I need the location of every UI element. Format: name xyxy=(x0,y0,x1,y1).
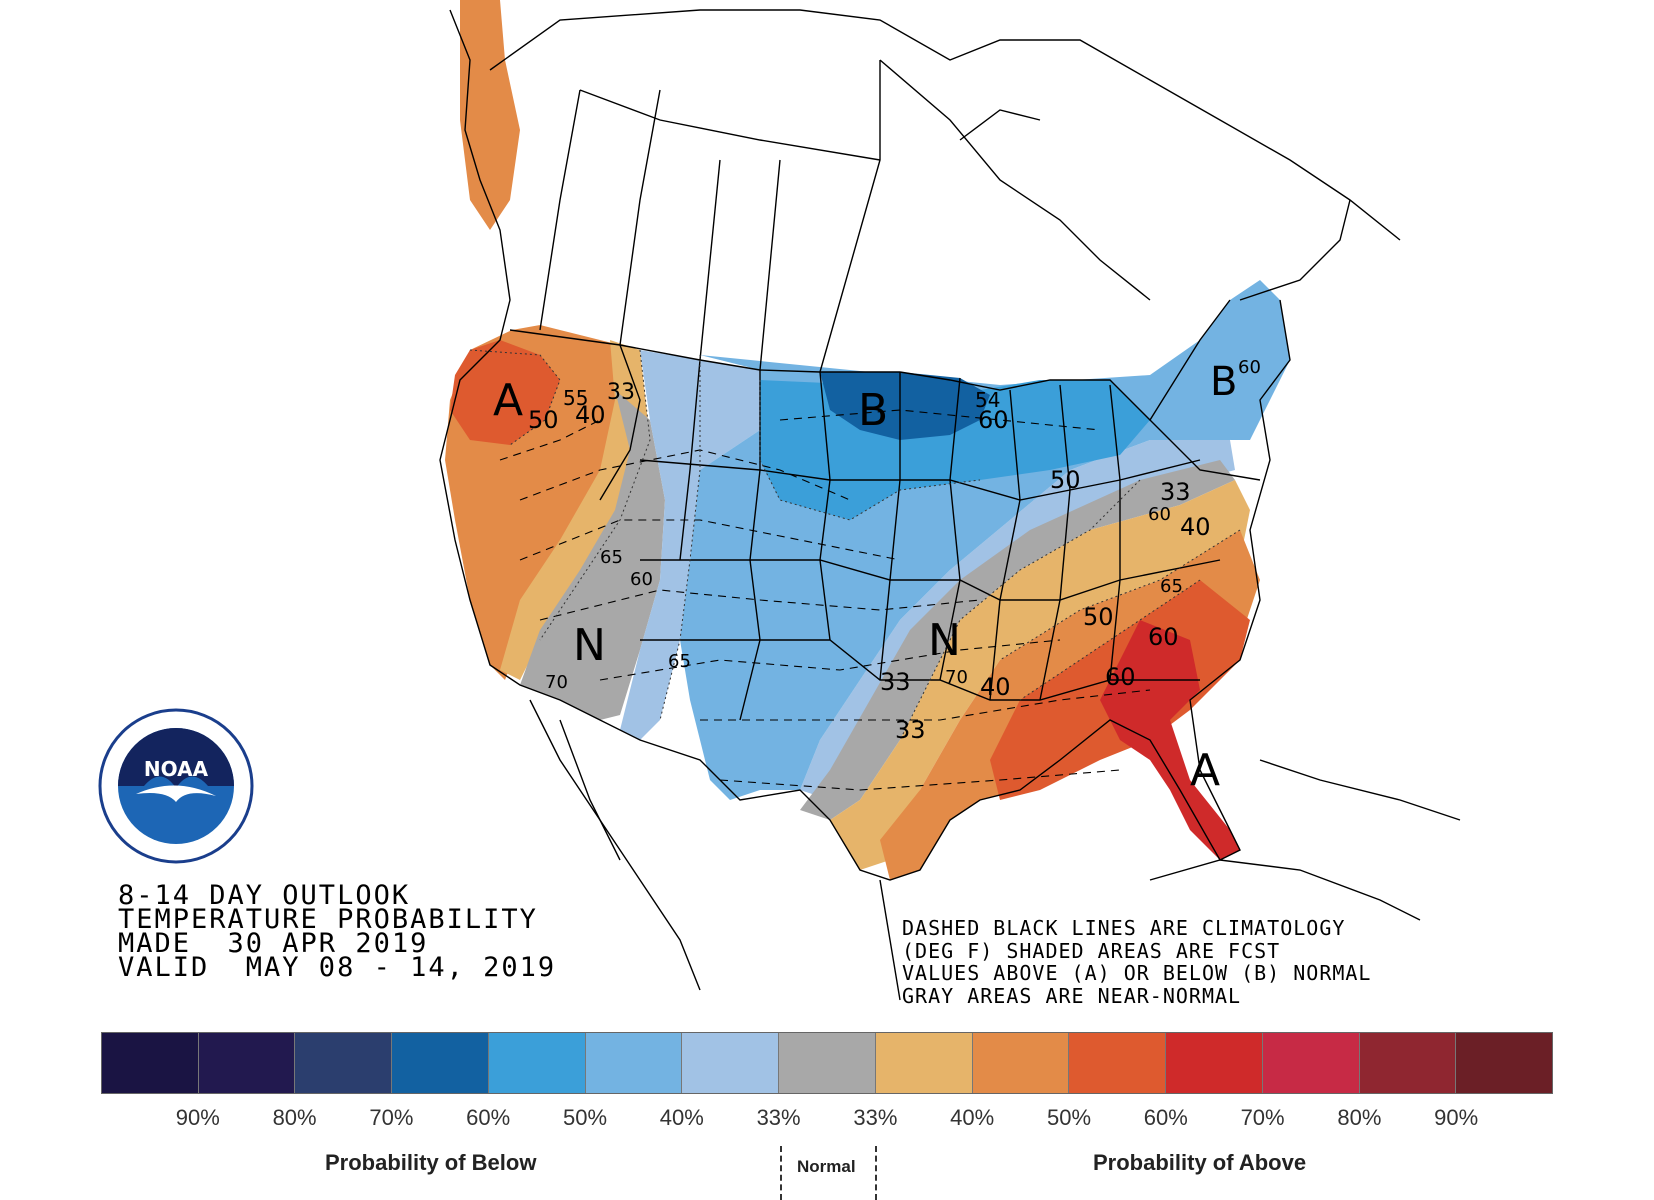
legend-swatch xyxy=(1069,1033,1167,1093)
legend-tick-label: 60% xyxy=(1143,1105,1188,1130)
legend-tick-label: 80% xyxy=(1337,1105,1382,1130)
legend-tick-label: 80% xyxy=(272,1105,317,1130)
legend-swatch xyxy=(392,1033,489,1093)
normal-divider-right xyxy=(875,1146,877,1200)
below-caption: Probability of Below xyxy=(325,1150,537,1175)
southwest-near-normal xyxy=(520,390,665,720)
contour-label: 33 xyxy=(607,380,635,405)
contour-label: 40 xyxy=(980,673,1011,701)
above-caption: Probability of Above xyxy=(1093,1150,1307,1175)
map-notes: DASHED BLACK LINES ARE CLIMATOLOGY (DEG … xyxy=(902,917,1371,1007)
legend-swatch xyxy=(198,1033,296,1093)
note-line-1: DASHED BLACK LINES ARE CLIMATOLOGY xyxy=(902,916,1346,940)
central-near-normal xyxy=(800,460,1235,820)
normal-divider-left xyxy=(780,1146,782,1200)
legend-swatch xyxy=(295,1033,393,1093)
contour-label: 55 xyxy=(563,386,588,410)
legend-swatch xyxy=(682,1033,780,1093)
contour-label: 50 xyxy=(1083,603,1114,631)
note-line-3: VALUES ABOVE (A) OR BELOW (B) NORMAL xyxy=(902,961,1372,985)
contour-label: 33 xyxy=(895,716,926,744)
legend-tick-label: 50% xyxy=(562,1105,608,1130)
title-line-made-date: MADE 30 APR 2019 xyxy=(118,928,429,959)
note-line-4: GRAY AREAS ARE NEAR-NORMAL xyxy=(902,983,1242,1008)
northwest-coast-above xyxy=(460,0,520,230)
legend-swatch xyxy=(972,1033,1070,1093)
contour-label: 60 xyxy=(1148,623,1179,651)
contour-label: 60 xyxy=(1238,357,1261,378)
legend-tick-label: 33% xyxy=(853,1105,898,1130)
below-label-northeast: B xyxy=(1210,359,1237,405)
legend-tick-label: 70% xyxy=(1240,1105,1285,1130)
contour-label: 33 xyxy=(1160,478,1191,506)
probability-legend xyxy=(101,1032,1553,1094)
legend-swatch xyxy=(875,1033,973,1093)
contour-label: 54 xyxy=(975,388,1000,412)
legend-tick-label: 40% xyxy=(659,1105,704,1130)
noaa-logo: NOAA xyxy=(98,708,254,864)
legend-swatch xyxy=(779,1033,876,1093)
contour-label: 60 xyxy=(1105,663,1136,691)
legend-tick-label: 40% xyxy=(950,1105,995,1130)
west-above-33-band xyxy=(500,340,650,680)
legend-swatch xyxy=(1359,1033,1457,1093)
legend-swatch xyxy=(488,1033,586,1093)
west-above-50-core xyxy=(450,340,560,445)
near-normal-label-southwest: N xyxy=(573,620,606,671)
northeast-below xyxy=(1230,280,1290,440)
contour-label: 60 xyxy=(630,569,653,590)
legend-tick-label: 70% xyxy=(369,1105,414,1130)
legend-tick-label: 90% xyxy=(1434,1105,1479,1130)
legend-swatch xyxy=(1262,1033,1360,1093)
contour-label: 50 xyxy=(1050,466,1081,494)
outlook-title: 8-14 DAY OUTLOOK TEMPERATURE PROBABILITY… xyxy=(118,880,557,983)
contour-label: 65 xyxy=(1160,576,1183,597)
below-label-north: B xyxy=(858,385,888,436)
outlook-map: A B B A N N 50 55 40 33 65 60 70 65 54 6… xyxy=(439,0,1461,1001)
probability-contours xyxy=(469,349,1241,741)
near-normal-label-central: N xyxy=(928,615,961,666)
legend-tick-label: 33% xyxy=(756,1105,801,1130)
contour-label: 60 xyxy=(978,406,1009,434)
legend-tick-label: 60% xyxy=(466,1105,511,1130)
legend-swatch xyxy=(102,1033,199,1093)
contour-label: 65 xyxy=(600,547,623,568)
contour-label: 70 xyxy=(945,667,968,688)
contour-label: 65 xyxy=(668,651,691,672)
southeast-above-33 xyxy=(830,480,1250,870)
contour-label: 33 xyxy=(880,668,911,696)
contour-label: 60 xyxy=(1148,504,1171,525)
normal-caption: Normal xyxy=(797,1157,856,1176)
below-60-core xyxy=(820,372,990,440)
title-line-product: 8-14 DAY OUTLOOK xyxy=(118,880,411,911)
title-line-valid-range: VALID MAY 08 - 14, 2019 xyxy=(118,952,557,983)
title-line-variable: TEMPERATURE PROBABILITY xyxy=(118,904,538,935)
legend-swatch xyxy=(1456,1033,1553,1093)
below-33-band xyxy=(620,350,760,740)
contour-label: 70 xyxy=(545,672,568,693)
map-labels: A B B A N N 50 55 40 33 65 60 70 65 54 6… xyxy=(493,357,1261,796)
legend-tick-label: 50% xyxy=(1046,1105,1092,1130)
above-label-southeast: A xyxy=(1190,745,1220,796)
legend-tick-label: 90% xyxy=(175,1105,220,1130)
contour-label: 40 xyxy=(575,401,606,429)
above-label-west: A xyxy=(493,375,523,426)
note-line-2: (DEG F) SHADED AREAS ARE FCST xyxy=(902,938,1281,963)
legend-swatch xyxy=(1166,1033,1263,1093)
contour-label: 40 xyxy=(1180,513,1211,541)
contour-label: 50 xyxy=(528,406,559,434)
noaa-wordmark: NOAA xyxy=(144,757,209,781)
legend-swatch xyxy=(585,1033,683,1093)
